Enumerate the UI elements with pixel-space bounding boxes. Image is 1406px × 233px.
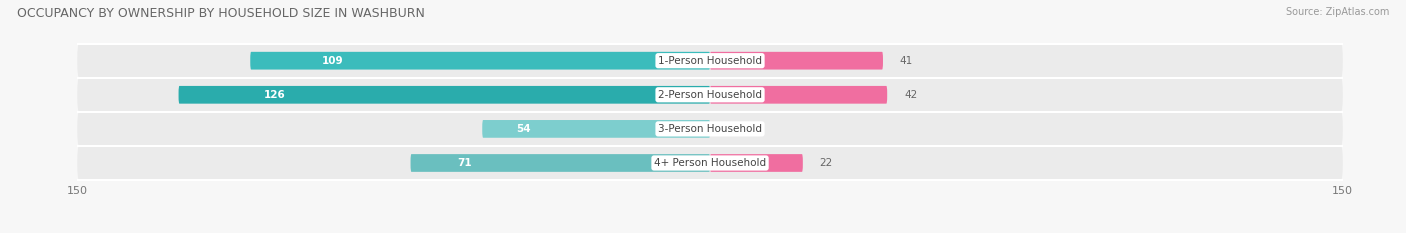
Text: 0: 0 [727, 124, 734, 134]
Text: 54: 54 [516, 124, 530, 134]
FancyBboxPatch shape [77, 44, 1343, 78]
FancyBboxPatch shape [77, 78, 1343, 112]
Text: 2-Person Household: 2-Person Household [658, 90, 762, 100]
FancyBboxPatch shape [482, 120, 710, 138]
FancyBboxPatch shape [710, 86, 887, 104]
Text: 42: 42 [904, 90, 917, 100]
Text: 126: 126 [263, 90, 285, 100]
Text: 4+ Person Household: 4+ Person Household [654, 158, 766, 168]
Text: 1-Person Household: 1-Person Household [658, 56, 762, 66]
FancyBboxPatch shape [710, 154, 803, 172]
FancyBboxPatch shape [250, 52, 710, 70]
Text: 41: 41 [900, 56, 912, 66]
FancyBboxPatch shape [411, 154, 710, 172]
Text: Source: ZipAtlas.com: Source: ZipAtlas.com [1285, 7, 1389, 17]
Text: 71: 71 [457, 158, 472, 168]
FancyBboxPatch shape [77, 112, 1343, 146]
FancyBboxPatch shape [179, 86, 710, 104]
Text: 109: 109 [322, 56, 344, 66]
FancyBboxPatch shape [710, 52, 883, 70]
Text: OCCUPANCY BY OWNERSHIP BY HOUSEHOLD SIZE IN WASHBURN: OCCUPANCY BY OWNERSHIP BY HOUSEHOLD SIZE… [17, 7, 425, 20]
Text: 3-Person Household: 3-Person Household [658, 124, 762, 134]
FancyBboxPatch shape [77, 146, 1343, 180]
Text: 22: 22 [820, 158, 832, 168]
